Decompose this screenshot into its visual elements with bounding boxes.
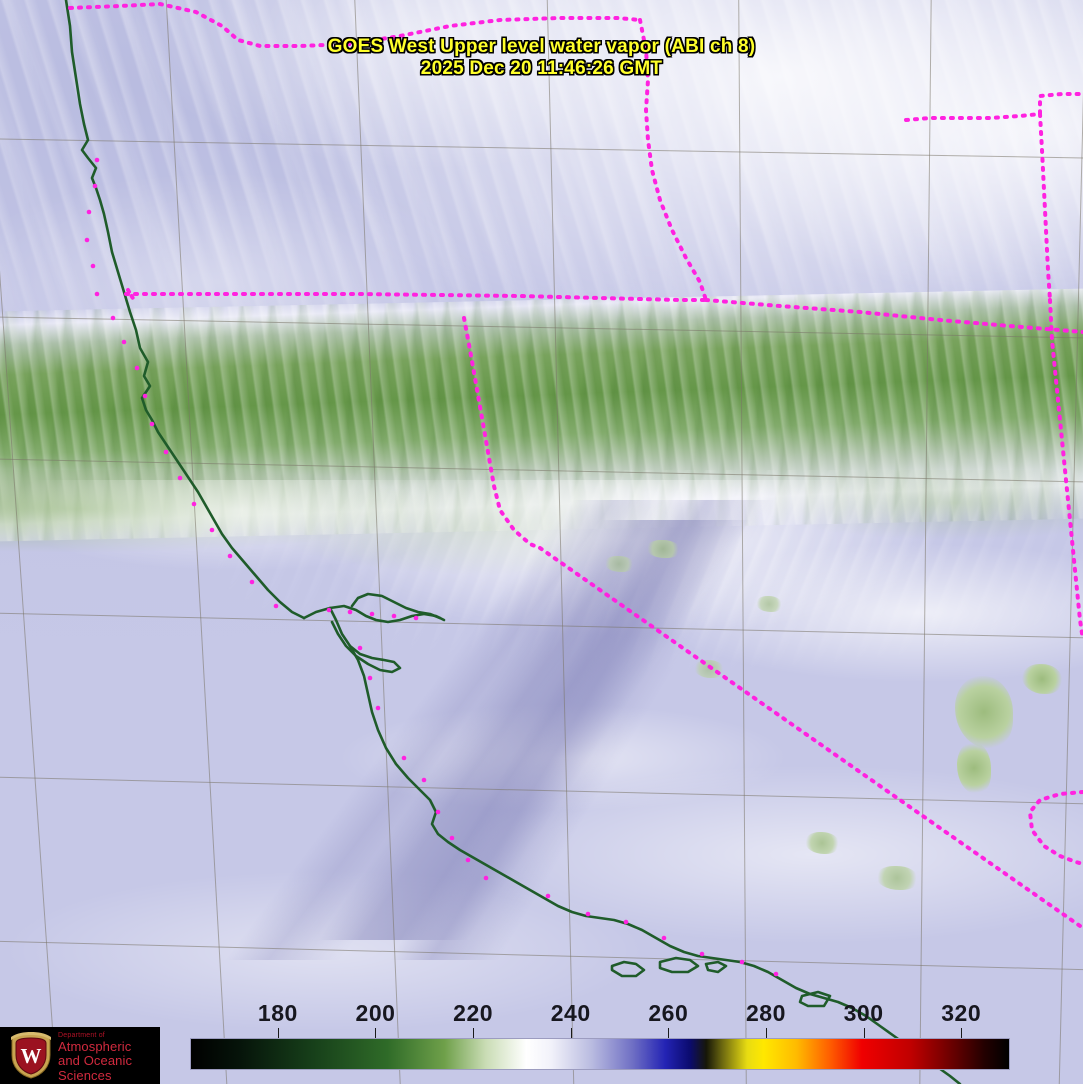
cold-top-patch <box>756 596 782 612</box>
logo-text: Department of Atmospheric and Oceanic Sc… <box>58 1032 160 1083</box>
logo-dept-label: Department of <box>58 1032 105 1039</box>
dry-slot-streak-secondary <box>0 500 1083 960</box>
uw-aos-logo: W Department of Atmospheric and Oceanic … <box>0 1027 160 1084</box>
svg-text:W: W <box>21 1044 42 1068</box>
logo-line1-label: Atmospheric <box>58 1038 132 1054</box>
cold-top-patch <box>604 556 634 572</box>
logo-line2-label: and Oceanic Sciences <box>58 1053 133 1083</box>
cold-top-patch <box>694 660 724 678</box>
uw-crest-icon: W <box>11 1032 51 1079</box>
